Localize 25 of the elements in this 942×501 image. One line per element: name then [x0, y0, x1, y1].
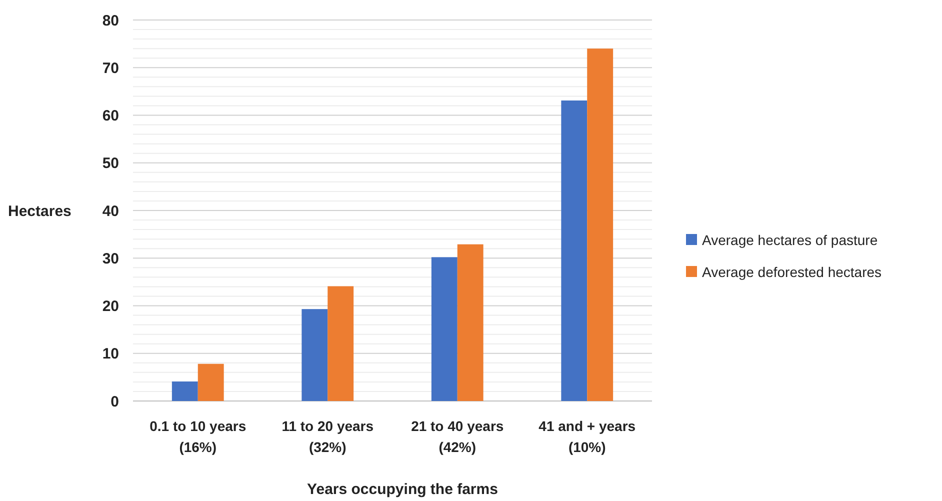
y-tick-label: 50 — [102, 155, 119, 172]
x-axis-title: Years occupying the farms — [307, 481, 498, 498]
legend-label: Average hectares of pasture — [702, 232, 878, 248]
y-tick-label: 0 — [110, 393, 119, 410]
bar — [198, 364, 224, 401]
y-tick-label: 30 — [102, 250, 119, 268]
bar — [302, 309, 328, 401]
y-tick-label: 20 — [102, 298, 119, 315]
x-tick-label: 41 and + years (10%) — [538, 418, 636, 455]
bar — [561, 100, 588, 401]
y-tick-label: 80 — [102, 12, 119, 30]
y-tick-label: 70 — [102, 60, 119, 77]
bar — [431, 257, 458, 401]
x-tick-label: 21 to 40 years (42%) — [411, 418, 504, 455]
y-axis-title: Hectares — [8, 203, 72, 220]
bar — [328, 286, 354, 401]
x-tick-label: 11 to 20 years (32%) — [282, 418, 374, 455]
legend-label: Average deforested hectares — [702, 264, 882, 280]
bar — [172, 381, 198, 401]
y-tick-label: 40 — [102, 202, 119, 220]
bar — [587, 48, 614, 401]
x-tick-label: 0.1 to 10 years (16%) — [150, 418, 246, 455]
y-tick-label: 60 — [102, 108, 119, 124]
y-tick-label: 10 — [102, 346, 119, 363]
bar — [457, 244, 484, 401]
